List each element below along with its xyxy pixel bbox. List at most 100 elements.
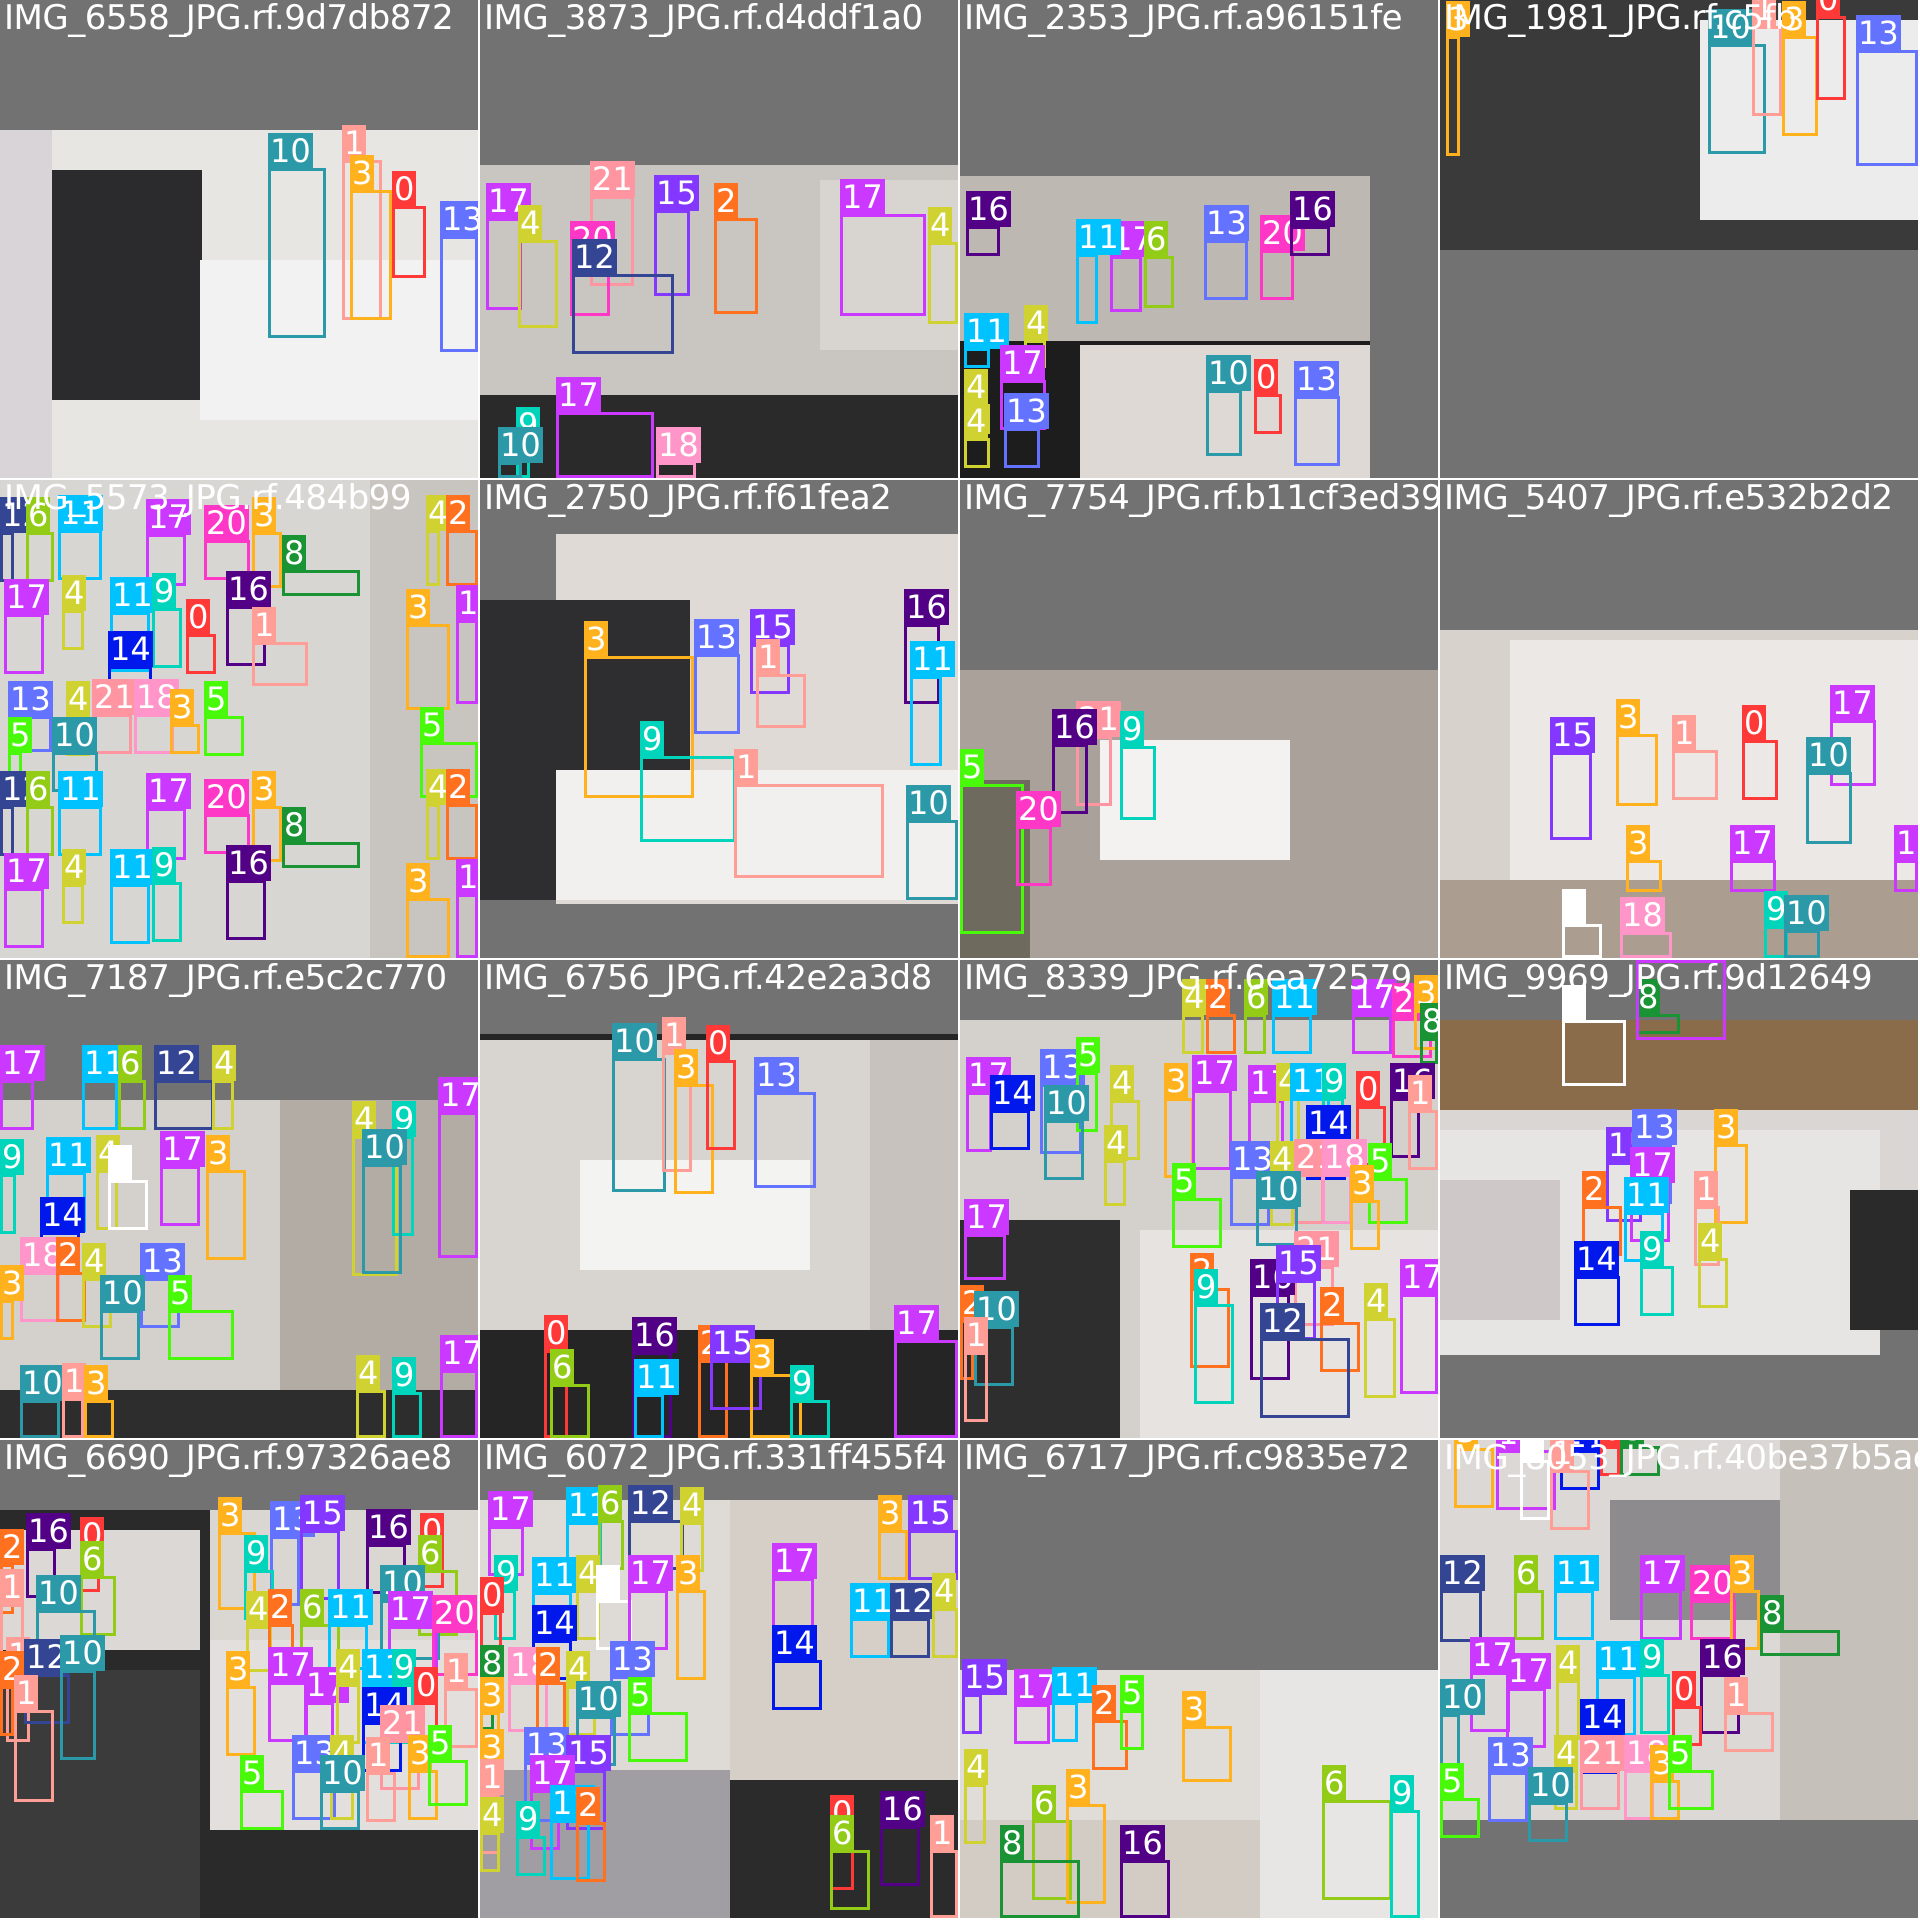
box-class-label: 3 — [350, 154, 375, 192]
box-class-label: 17 — [1496, 1440, 1541, 1451]
box-class-label: 2 — [268, 1588, 293, 1626]
box-class-label: 3 — [1446, 0, 1471, 38]
mosaic-tile: 15310171031717718910IMG_5407_JPG.rf.e532… — [1440, 480, 1918, 958]
bounding-box: 11 — [328, 1589, 373, 1670]
bounding-box: 4 — [518, 205, 558, 328]
bounding-box: 6 — [1322, 1765, 1392, 1900]
mosaic-tile: 16 17 11 6 13 20 16 11 4 17 10 0 13 4 13 4 IMG_2353_JPG.… — [960, 0, 1438, 478]
bounding-box: 16 — [26, 1513, 71, 1598]
box-class-label: 1 — [62, 1362, 87, 1400]
bounding-box: 10 — [498, 427, 543, 478]
box-class-label: 6 — [26, 770, 51, 808]
box-class-label: 4 — [1024, 304, 1049, 342]
box-class-label: 6 — [80, 1540, 105, 1578]
bounding-box: 18 — [20, 1237, 65, 1322]
box-class-label: 17 — [840, 178, 885, 216]
box-class-label: 10 — [1044, 1084, 1089, 1122]
box-class-label: 21 — [92, 678, 137, 716]
bounding-box: 4 — [352, 1101, 398, 1276]
bounding-box: 1 — [930, 1815, 958, 1918]
box-class-label: 5 — [1076, 1036, 1101, 1074]
bounding-box: 2 — [56, 1237, 86, 1322]
box-class-label: 3 — [170, 688, 195, 726]
bounding-box: 0 — [392, 171, 426, 278]
box-class-label: 17 — [1192, 1054, 1237, 1092]
box-class-label: 6 — [1514, 1554, 1539, 1592]
box-class-label: 5 — [428, 1724, 453, 1762]
box-class-label: 3 — [252, 770, 277, 808]
tile-filename: IMG_7754_JPG.rf.b11cf3ed39 — [964, 480, 1438, 518]
bounding-box: 7 — [1520, 1440, 1550, 1520]
bounding-box: 9 — [1120, 711, 1156, 820]
bounding-box: 17 — [1636, 960, 1726, 1040]
box-class-label: 8 — [1760, 1594, 1785, 1632]
box-class-label: 17 — [456, 859, 478, 895]
box-class-label: 21 — [590, 160, 635, 198]
box-class-label: 18 — [134, 678, 179, 716]
bounding-box: 13 — [1856, 15, 1918, 166]
bounding-box: 16 — [366, 1509, 411, 1594]
box-class-label: 4 — [62, 848, 87, 886]
box-class-label: 9 — [1120, 710, 1145, 748]
bounding-box: 5 — [960, 749, 1024, 934]
tile-filename: IMG_1981_JPG.rf.c5fb — [1444, 0, 1797, 38]
bounding-box: 17 — [0, 1045, 45, 1130]
box-class-label: 0 — [186, 598, 211, 636]
box-class-label: 4 — [932, 1572, 957, 1610]
bounding-box: 0 — [1816, 0, 1846, 100]
bounding-box: 4 — [1698, 1223, 1728, 1308]
box-class-label: 17 — [1636, 960, 1681, 961]
bounding-box: 6 — [26, 497, 54, 582]
bounding-box: 12 — [0, 497, 45, 582]
box-class-label: 1 — [930, 1814, 955, 1852]
bounding-box: 11 — [1272, 979, 1317, 1054]
box-class-label: 6 — [1322, 1764, 1347, 1802]
box-class-label: 12 — [1440, 1554, 1485, 1592]
box-class-label: 20 — [204, 504, 249, 542]
bounding-box: 10 — [1256, 1171, 1301, 1246]
box-class-label: 6 — [118, 1044, 143, 1082]
box-class-label: 3 — [674, 1048, 699, 1086]
box-class-label: 5 — [628, 1676, 653, 1714]
box-class-label: 8 — [282, 806, 307, 844]
box-class-label: 17 — [556, 376, 601, 414]
box-class-label: 17 — [4, 578, 49, 616]
box-class-label: 13 — [1488, 1736, 1533, 1774]
box-class-label: 4 — [352, 1100, 377, 1138]
box-class-label: 17 — [388, 1590, 433, 1628]
photo-region — [580, 1160, 810, 1270]
box-class-label: 14 — [1574, 1240, 1619, 1278]
bounding-box: 8 — [1000, 1825, 1080, 1918]
box-class-label: 1 — [756, 638, 781, 676]
bounding-box: 17 — [438, 1077, 478, 1258]
bounding-box: 3 — [1730, 1555, 1760, 1650]
box-class-label: 0 — [1672, 1670, 1697, 1708]
tile-filename: IMG_6072_JPG.rf.331ff455f4 — [484, 1440, 947, 1478]
bounding-box: 21 — [590, 161, 635, 286]
box-class-label: 17 — [1894, 825, 1918, 861]
box-class-label: 17 — [1506, 1652, 1551, 1690]
bounding-box: 1 — [1550, 1440, 1590, 1530]
box-class-label: 13 — [1204, 204, 1249, 242]
bounding-box: 4 — [356, 1355, 386, 1438]
bounding-box: 4 — [1364, 1283, 1396, 1398]
bounding-box: 6 — [80, 1541, 116, 1636]
box-class-label: 11 — [110, 576, 155, 614]
bounding-box: 11 — [910, 641, 955, 766]
box-class-label: 14 — [1560, 1440, 1605, 1451]
bounding-box: 12 — [890, 1583, 935, 1658]
bounding-box: 17 — [160, 1131, 205, 1226]
box-class-label: 10 — [1708, 8, 1753, 46]
box-class-label: 17 — [1000, 344, 1045, 382]
mosaic-tile: 1261117203842174119163170114134211835510… — [0, 480, 478, 958]
box-class-label: 2 — [536, 1646, 561, 1684]
box-class-label: 17 — [628, 1554, 673, 1592]
box-class-label: 4 — [1554, 1734, 1579, 1772]
box-class-label: 13 — [610, 1640, 655, 1678]
box-class-label: 11 — [1076, 218, 1121, 256]
bounding-box: 1 — [444, 1653, 478, 1748]
box-class-label: 9 — [1640, 1638, 1665, 1676]
box-class-label: 2 — [714, 182, 739, 220]
box-class-label: 8 — [1420, 1003, 1438, 1039]
box-class-label: 2 — [1206, 978, 1231, 1016]
